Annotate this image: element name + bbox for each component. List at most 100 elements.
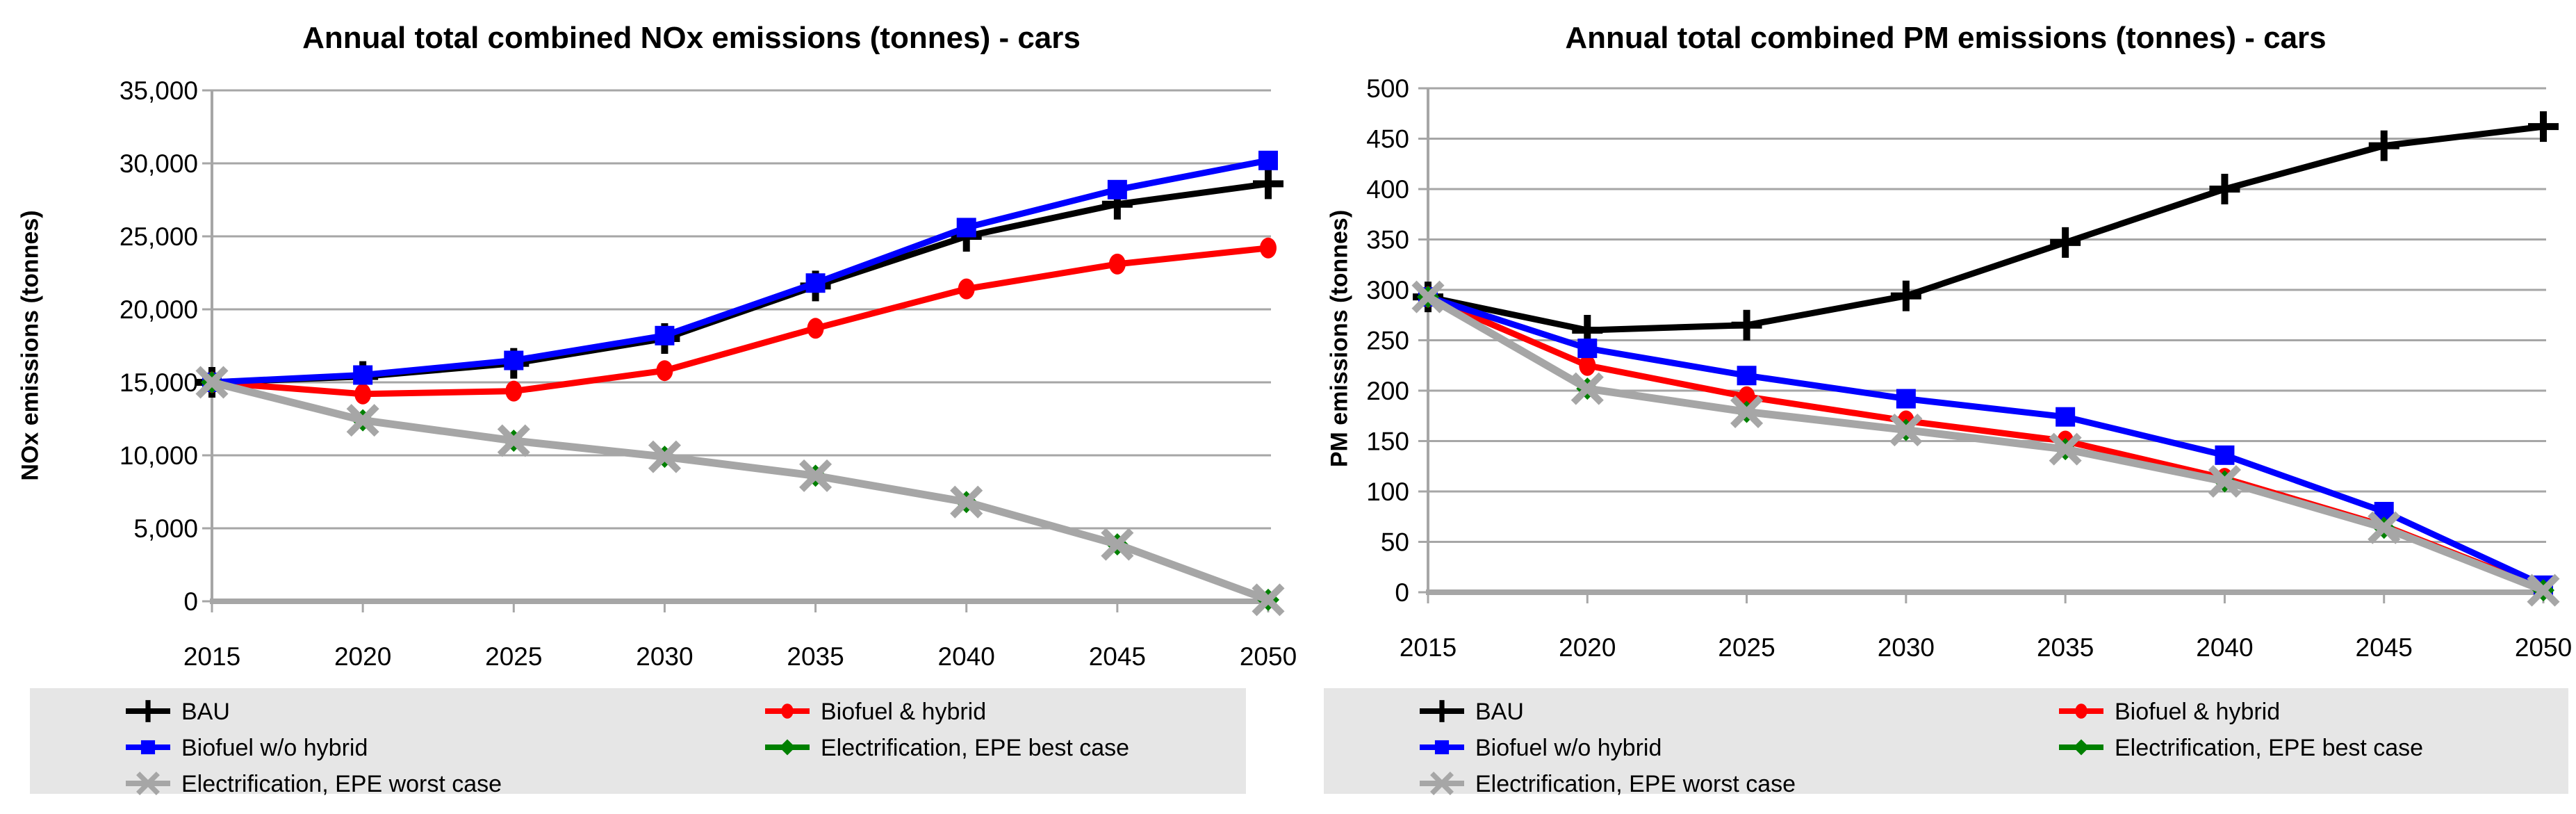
data-point-marker xyxy=(497,424,530,457)
plus-marker-shape xyxy=(1113,188,1121,220)
x-marker-shape xyxy=(1430,772,1454,795)
legend-item-bau: BAU xyxy=(126,699,230,725)
legend-plus-marker xyxy=(137,700,159,722)
y-tick-label: 30,000 xyxy=(120,149,198,178)
data-point-marker xyxy=(2208,464,2241,498)
square-marker-shape xyxy=(1577,339,1598,359)
data-point-marker xyxy=(2368,511,2401,544)
x-tick-label: 2015 xyxy=(1400,633,1457,662)
y-tick-label: 250 xyxy=(1366,327,1409,355)
x-marker-shape xyxy=(2527,573,2560,607)
data-point-marker xyxy=(1738,386,1755,407)
x-marker-shape xyxy=(2049,432,2082,466)
x-tick-label: 2050 xyxy=(1240,642,1297,671)
square-marker-shape xyxy=(504,350,524,371)
series-line xyxy=(1427,293,2545,588)
data-point-marker xyxy=(353,365,373,385)
legend-circle-marker xyxy=(2075,703,2087,719)
legend-box xyxy=(1324,688,2568,794)
legend-item-electrification-epe-best-case: Electrification, EPE best case xyxy=(765,735,1129,761)
x-tick-label: 2030 xyxy=(1878,633,1935,662)
square-marker-shape xyxy=(805,273,826,293)
plus-marker-shape xyxy=(1265,168,1272,200)
x-marker-shape xyxy=(2368,511,2401,544)
data-point-marker xyxy=(2215,445,2235,465)
legend-circle-marker xyxy=(781,703,794,719)
y-tick-label: 300 xyxy=(1366,276,1409,304)
x-tick-label: 2030 xyxy=(636,642,693,671)
circle-marker-shape xyxy=(1579,355,1596,376)
series-line xyxy=(211,378,1270,604)
data-point-marker xyxy=(805,273,826,293)
y-tick-label: 10,000 xyxy=(120,441,198,470)
square-marker-shape xyxy=(140,740,156,755)
square-marker-shape xyxy=(655,325,675,345)
data-point-marker xyxy=(1737,366,1757,386)
series-biofuel-w-o-hybrid xyxy=(1418,287,2553,595)
plus-marker-shape xyxy=(2380,130,2388,161)
pm-legend: BAU Biofuel w/o hybrid Electrification, EP… xyxy=(1324,688,2568,797)
data-point-marker xyxy=(2050,227,2081,258)
y-tick-label: 100 xyxy=(1366,478,1409,506)
legend-label: Electrification, EPE worst case xyxy=(181,771,502,797)
x-marker-shape xyxy=(1252,583,1285,617)
plus-marker-shape xyxy=(2221,174,2229,204)
diamond-marker-shape xyxy=(779,739,796,756)
square-marker-shape xyxy=(1434,740,1450,755)
data-point-marker xyxy=(1108,253,1126,275)
legend-label: BAU xyxy=(1475,699,1524,725)
plus-marker-shape xyxy=(2062,227,2069,258)
series-electrification-epe-best-case xyxy=(201,371,1279,611)
data-point-marker xyxy=(1101,528,1134,561)
data-point-marker xyxy=(1411,280,1445,314)
y-tick-label: 350 xyxy=(1366,226,1409,254)
plus-marker-shape xyxy=(1439,700,1445,722)
data-point-marker xyxy=(655,325,675,345)
data-point-marker xyxy=(1577,339,1598,359)
data-point-marker xyxy=(354,383,372,405)
x-tick-label: 2020 xyxy=(334,642,391,671)
circle-marker-shape xyxy=(1738,386,1755,407)
circle-marker-shape xyxy=(354,383,372,405)
data-point-marker xyxy=(799,459,832,492)
pm-chart-title: Annual total combined PM emissions (tonn… xyxy=(1565,21,2327,55)
plus-marker-shape xyxy=(2540,111,2547,143)
plus-marker-shape xyxy=(1743,309,1750,341)
series-bau xyxy=(1413,111,2559,345)
x-marker-shape xyxy=(1730,395,1764,428)
legend-square-marker xyxy=(140,740,156,755)
data-point-marker xyxy=(1570,372,1604,405)
diamond-marker-shape xyxy=(2073,739,2090,756)
legend-item-electrification-epe-worst-case: Electrification, EPE worst case xyxy=(126,771,502,797)
x-marker-shape xyxy=(648,440,681,473)
x-marker-shape xyxy=(1570,372,1604,405)
nox-legend: BAU Biofuel w/o hybrid Electrification, EP… xyxy=(30,688,1246,797)
data-point-marker xyxy=(505,380,523,402)
x-tick-label: 2040 xyxy=(2196,633,2253,662)
x-tick-label: 2025 xyxy=(1718,633,1775,662)
y-tick-label: 0 xyxy=(183,587,198,616)
circle-marker-shape xyxy=(656,360,673,382)
square-marker-shape xyxy=(1107,179,1127,200)
series-line xyxy=(1426,293,2545,594)
plus-marker-shape xyxy=(1902,280,1910,311)
nox-chart-title: Annual total combined NOx emissions (ton… xyxy=(302,21,1081,55)
y-tick-label: 500 xyxy=(1366,74,1409,103)
data-point-marker xyxy=(1572,315,1603,345)
data-point-marker xyxy=(1896,389,1916,409)
series-electrification-epe-worst-case xyxy=(1411,280,2560,607)
legend-x-marker xyxy=(136,772,160,795)
x-marker-shape xyxy=(1101,528,1134,561)
y-tick-label: 35,000 xyxy=(120,76,198,105)
x-marker-shape xyxy=(1411,280,1445,314)
data-point-marker xyxy=(1101,188,1133,220)
x-tick-label: 2025 xyxy=(485,642,542,671)
data-point-marker xyxy=(1107,179,1127,200)
legend-box xyxy=(30,688,1246,794)
x-tick-label: 2035 xyxy=(2037,633,2094,662)
data-point-marker xyxy=(504,350,524,371)
series-electrification-epe-worst-case xyxy=(195,366,1285,617)
circle-marker-shape xyxy=(2075,703,2087,719)
x-marker-shape xyxy=(136,772,160,795)
y-tick-label: 15,000 xyxy=(120,368,198,397)
